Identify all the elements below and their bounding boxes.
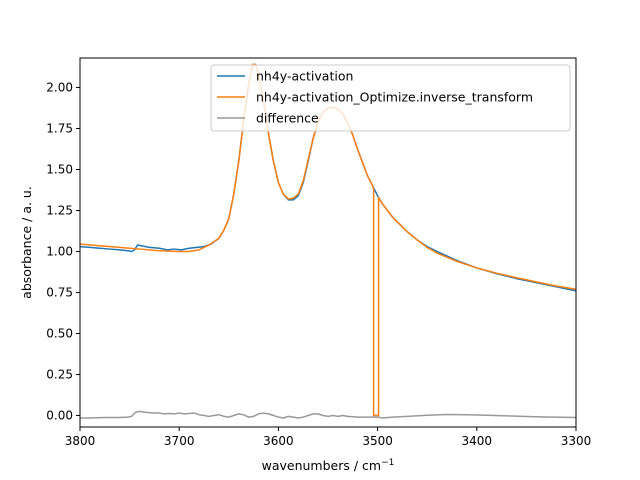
legend-entry: nh4y-activation: [256, 69, 353, 84]
x-axis-label: wavenumbers / cm−1: [262, 458, 395, 473]
y-tick-label: 1.25: [46, 204, 73, 218]
y-tick-label: 1.75: [46, 122, 73, 136]
legend-entry: difference: [256, 111, 319, 126]
y-tick-label: 0.25: [46, 368, 73, 382]
x-tick-label: 3800: [65, 434, 96, 448]
y-tick-label: 1.00: [46, 245, 73, 259]
x-tick-label: 3600: [263, 434, 294, 448]
x-axis: 3800 3700 3600 3500 3400 3300: [65, 427, 592, 448]
legend: nh4y-activation nh4y-activation_Optimize.…: [210, 64, 571, 132]
y-tick-label: 0.00: [46, 409, 73, 423]
y-axis-label: absorbance / a. u.: [19, 186, 34, 299]
y-tick-label: 2.00: [46, 81, 73, 95]
x-tick-label: 3300: [561, 434, 592, 448]
legend-box: [210, 64, 571, 132]
x-tick-label: 3500: [362, 434, 393, 448]
x-tick-label: 3400: [462, 434, 493, 448]
axes-frame: [79, 57, 577, 428]
y-tick-label: 1.50: [46, 163, 73, 177]
series-line-2: [80, 410, 577, 419]
y-tick-label: 0.75: [46, 286, 73, 300]
y-tick-label: 0.50: [46, 327, 73, 341]
legend-entry: nh4y-activation_Optimize.inverse_transfo…: [256, 90, 533, 105]
y-axis: 0.00 0.25 0.50 0.75 1.00 1.25 1.50 1.75 2.00: [46, 81, 80, 423]
x-tick-label: 3700: [164, 434, 195, 448]
